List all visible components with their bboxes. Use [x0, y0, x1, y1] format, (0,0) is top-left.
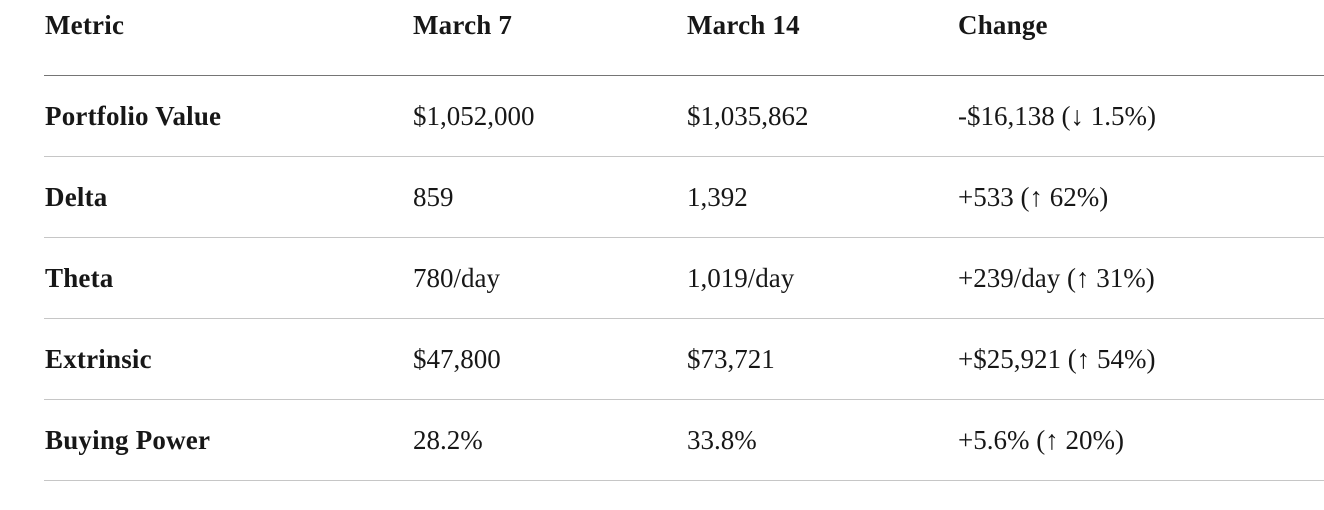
- march14-value: 33.8%: [686, 399, 957, 481]
- march14-value: $1,035,862: [686, 75, 957, 157]
- metric-label: Theta: [44, 237, 412, 319]
- table-row: Buying Power 28.2% 33.8% +5.6% (↑ 20%): [44, 399, 1324, 481]
- metric-label: Portfolio Value: [44, 75, 412, 157]
- march14-value: 1,392: [686, 156, 957, 238]
- change-value: -$16,138 (↓ 1.5%): [957, 75, 1324, 157]
- march7-value: 28.2%: [412, 399, 686, 481]
- header-row: Metric March 7 March 14 Change: [44, 0, 1324, 76]
- change-value: +5.6% (↑ 20%): [957, 399, 1324, 481]
- metric-label: Buying Power: [44, 399, 412, 481]
- table-row: Theta 780/day 1,019/day +239/day (↑ 31%): [44, 237, 1324, 319]
- march14-value: $73,721: [686, 318, 957, 400]
- march7-value: $1,052,000: [412, 75, 686, 157]
- column-header-march14: March 14: [686, 0, 957, 76]
- table-row: Delta 859 1,392 +533 (↑ 62%): [44, 156, 1324, 238]
- metric-label: Delta: [44, 156, 412, 238]
- column-header-metric: Metric: [44, 0, 412, 76]
- march7-value: 780/day: [412, 237, 686, 319]
- change-value: +239/day (↑ 31%): [957, 237, 1324, 319]
- change-value: +533 (↑ 62%): [957, 156, 1324, 238]
- column-header-march7: March 7: [412, 0, 686, 76]
- march14-value: 1,019/day: [686, 237, 957, 319]
- metrics-comparison-table: Metric March 7 March 14 Change Portfolio…: [44, 0, 1324, 481]
- change-value: +$25,921 (↑ 54%): [957, 318, 1324, 400]
- table-row: Portfolio Value $1,052,000 $1,035,862 -$…: [44, 75, 1324, 157]
- march7-value: $47,800: [412, 318, 686, 400]
- table-row: Extrinsic $47,800 $73,721 +$25,921 (↑ 54…: [44, 318, 1324, 400]
- column-header-change: Change: [957, 0, 1324, 76]
- march7-value: 859: [412, 156, 686, 238]
- metric-label: Extrinsic: [44, 318, 412, 400]
